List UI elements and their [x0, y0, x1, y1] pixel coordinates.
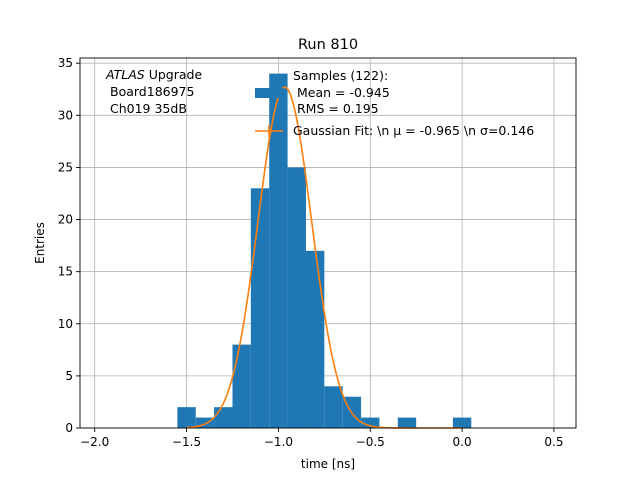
x-tick-label: −0.5 — [356, 435, 385, 449]
histogram-bar — [305, 250, 325, 428]
annotation-experiment-line: ATLAS Upgrade — [105, 67, 202, 82]
histogram-bar — [214, 407, 233, 428]
x-axis: −2.0 −1.5 −1.0 −0.5 0.0 0.5 — [80, 428, 564, 449]
legend-hist-line1: Samples (122): — [293, 68, 388, 83]
histogram-bar — [324, 386, 343, 428]
plot-frame — [79, 57, 577, 429]
info-annotation: ATLAS Upgrade Board186975 Ch019 35dB — [105, 67, 202, 116]
y-tick-label: 20 — [58, 213, 73, 227]
histogram-bar — [287, 167, 306, 428]
y-tick-label: 15 — [58, 265, 73, 279]
y-tick-label: 25 — [58, 160, 73, 174]
y-tick-label: 35 — [58, 56, 73, 70]
grid-lines — [80, 58, 576, 429]
legend-fit-label: Gaussian Fit: \n μ = -0.965 \n σ=0.146 — [293, 123, 534, 138]
histogram-bar — [232, 344, 251, 428]
y-tick-label: 0 — [65, 421, 73, 435]
annotation-experiment: ATLAS — [105, 67, 145, 82]
y-axis-label: Entries — [33, 222, 47, 264]
histogram-bar — [195, 417, 215, 428]
y-axis: 0 5 10 15 20 25 30 35 — [58, 56, 80, 435]
histogram-bar — [269, 73, 288, 429]
histogram-bar — [361, 417, 380, 428]
x-tick-label: 0.0 — [453, 435, 472, 449]
legend-hist-line2: Mean = -0.945 — [297, 85, 390, 100]
x-tick-label: 0.5 — [544, 435, 563, 449]
y-tick-label: 10 — [58, 317, 73, 331]
x-tick-label: −1.0 — [264, 435, 293, 449]
x-tick-label: −2.0 — [80, 435, 109, 449]
histogram-bar — [250, 188, 270, 428]
legend-hist-swatch — [255, 88, 283, 98]
histogram-bar — [452, 417, 472, 428]
chart-title: Run 810 — [298, 37, 358, 53]
legend: Samples (122): Mean = -0.945 RMS = 0.195… — [255, 68, 534, 138]
histogram-bars — [177, 73, 472, 429]
x-tick-label: −1.5 — [172, 435, 201, 449]
x-axis-label: time [ns] — [301, 457, 355, 471]
y-tick-label: 30 — [58, 108, 73, 122]
y-tick-label: 5 — [65, 369, 73, 383]
annotation-experiment-suffix: Upgrade — [145, 67, 203, 82]
histogram-bar — [177, 407, 196, 428]
histogram-bar — [397, 417, 417, 428]
annotation-board: Board186975 — [110, 84, 194, 99]
legend-hist-line3: RMS = 0.195 — [297, 101, 379, 116]
annotation-channel: Ch019 35dB — [110, 101, 187, 116]
